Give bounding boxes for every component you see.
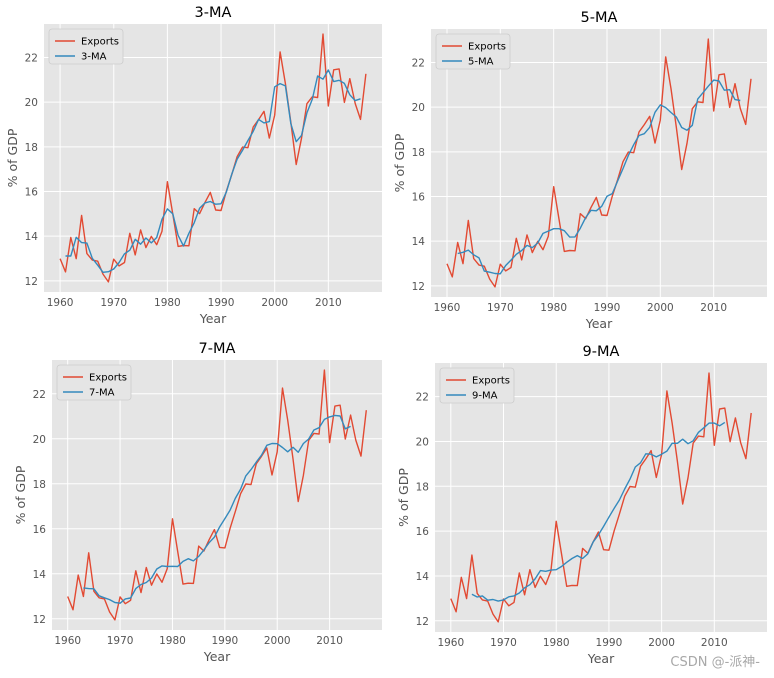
y-tick-label: 14	[25, 231, 39, 243]
x-tick-label: 1990	[208, 297, 235, 309]
series-line-9-ma	[471, 421, 726, 602]
x-tick-label: 1980	[154, 297, 181, 309]
series-line-exports	[450, 372, 752, 623]
x-tick-label: 1960	[434, 302, 461, 314]
plot-background	[52, 360, 382, 630]
x-axis-label: Year	[585, 316, 613, 331]
x-tick-label: 1970	[100, 297, 127, 309]
y-tick-label: 18	[33, 479, 46, 491]
x-tick-label: 1980	[159, 635, 186, 647]
watermark: CSDN @-派神-	[670, 655, 760, 670]
legend: Exports 9-MA	[439, 367, 515, 404]
x-tick-label: 1990	[596, 637, 623, 649]
y-tick-label: 22	[416, 392, 429, 404]
chart-title: 7-MA	[199, 341, 236, 357]
series-line-7-ma	[83, 414, 351, 604]
chart-title: 5-MA	[581, 10, 618, 26]
legend-label: 9-MA	[472, 391, 498, 402]
y-tick-label: 12	[416, 616, 429, 628]
y-axis-label: % of GDP	[392, 133, 407, 192]
series-line-3-ma	[65, 69, 361, 273]
x-tick-label: 1970	[487, 302, 514, 314]
x-tick-label: 2010	[701, 637, 728, 649]
x-tick-label: 1970	[107, 635, 134, 647]
series-line-exports	[67, 369, 367, 621]
legend-label: Exports	[89, 373, 127, 384]
y-tick-label: 20	[25, 97, 38, 109]
x-tick-label: 1960	[47, 297, 74, 309]
y-tick-label: 18	[412, 147, 425, 159]
legend: Exports 7-MA	[56, 364, 132, 401]
legend: Exports 5-MA	[435, 33, 511, 70]
y-tick-label: 14	[412, 236, 426, 248]
x-tick-label: 1990	[211, 635, 238, 647]
legend-label: Exports	[468, 42, 506, 53]
x-tick-label: 2000	[261, 297, 288, 309]
y-axis-label: % of GDP	[13, 465, 28, 524]
chart-panel-2: 1960 1970 1980 1990 2000 2010 12 14 16 18 20 22 5-MA…	[392, 10, 767, 331]
x-axis-label: Year	[587, 651, 615, 666]
y-tick-label: 16	[33, 524, 47, 536]
chart-title: 3-MA	[195, 5, 232, 21]
legend-label: 5-MA	[468, 57, 494, 68]
y-tick-label: 22	[25, 53, 38, 65]
x-tick-label: 2010	[700, 302, 727, 314]
y-tick-label: 12	[33, 614, 46, 626]
y-tick-label: 14	[33, 569, 47, 581]
y-tick-label: 12	[412, 281, 425, 293]
y-axis-label: % of GDP	[396, 468, 411, 527]
x-tick-label: 2010	[315, 297, 342, 309]
y-tick-label: 20	[412, 102, 425, 114]
chart-panel-1: 1960 1970 1980 1990 2000 2010 12 14 16 18 20 22 3-MA…	[5, 5, 382, 326]
y-tick-label: 22	[33, 389, 46, 401]
series-line-exports	[446, 38, 752, 288]
x-tick-label: 2010	[316, 635, 343, 647]
x-tick-label: 1980	[540, 302, 567, 314]
y-tick-label: 20	[416, 436, 429, 448]
chart-panel-4: 1960 1970 1980 1990 2000 2010 12 14 16 18 20 22 9-MA…	[396, 344, 767, 666]
legend-label: 3-MA	[81, 52, 107, 63]
y-tick-label: 12	[25, 276, 38, 288]
x-tick-label: 1970	[490, 637, 517, 649]
y-tick-label: 16	[416, 526, 430, 538]
x-tick-label: 2000	[264, 635, 291, 647]
x-tick-label: 1960	[54, 635, 81, 647]
y-tick-label: 22	[412, 58, 425, 70]
y-tick-label: 18	[25, 142, 38, 154]
x-axis-label: Year	[199, 311, 227, 326]
y-tick-label: 20	[33, 434, 46, 446]
series-line-5-ma	[457, 79, 741, 275]
y-tick-label: 18	[416, 481, 429, 493]
y-tick-label: 14	[416, 571, 430, 583]
y-tick-label: 16	[25, 187, 39, 199]
y-axis-label: % of GDP	[5, 128, 20, 187]
legend-label: 7-MA	[89, 388, 115, 399]
x-tick-label: 1960	[437, 637, 464, 649]
legend: Exports 3-MA	[48, 28, 124, 65]
x-tick-label: 2000	[648, 637, 675, 649]
chart-panel-3: 1960 1970 1980 1990 2000 2010 12 14 16 18 20 22 7-MA…	[13, 341, 382, 664]
legend-label: Exports	[472, 376, 510, 387]
x-axis-label: Year	[203, 649, 231, 664]
x-tick-label: 1980	[543, 637, 570, 649]
y-tick-label: 16	[412, 192, 426, 204]
x-tick-label: 2000	[647, 302, 674, 314]
chart-title: 9-MA	[583, 344, 620, 360]
x-tick-label: 1990	[594, 302, 621, 314]
legend-label: Exports	[81, 37, 119, 48]
